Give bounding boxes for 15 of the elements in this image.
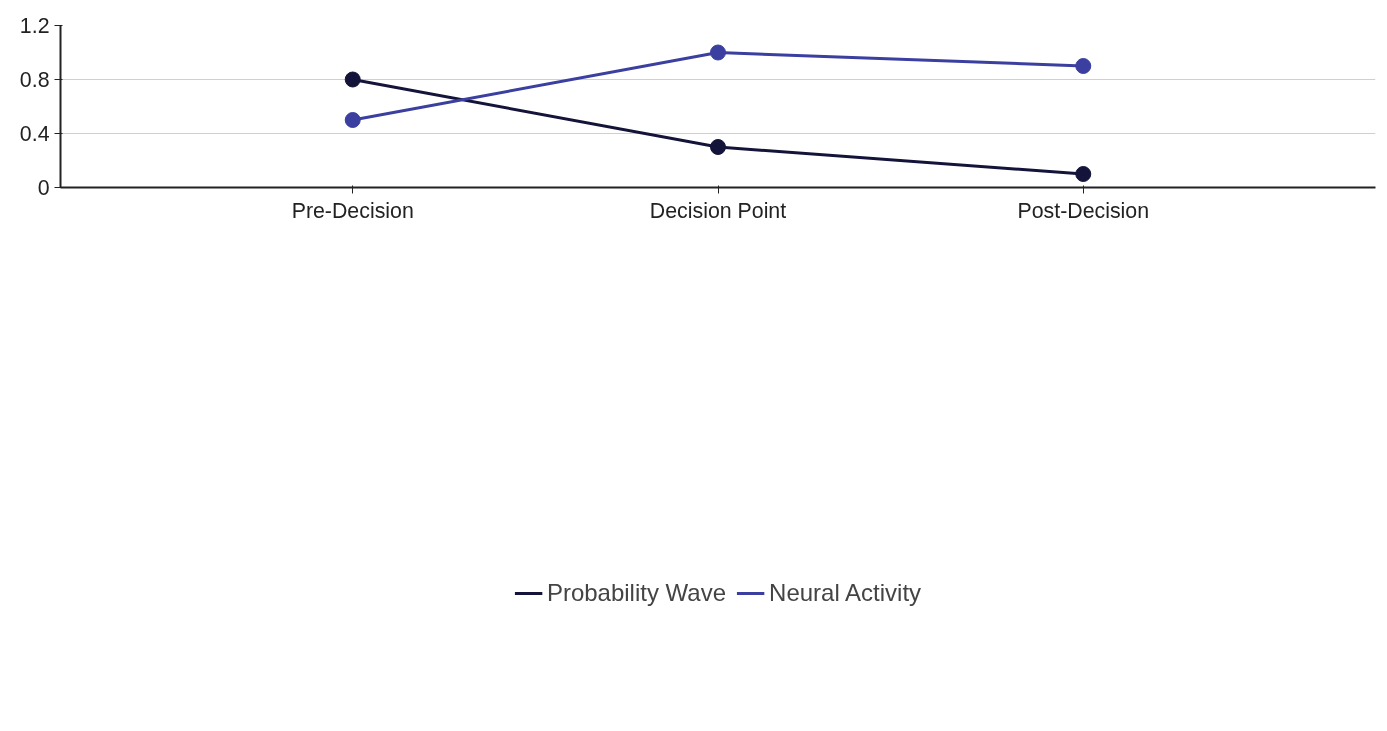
point	[344, 71, 361, 88]
point	[344, 112, 361, 128]
x-tick-label: Decision Point	[649, 198, 787, 223]
y-tick-label: 0.4	[19, 122, 50, 146]
x-tick-label: Pre-Decision	[291, 198, 414, 223]
y-tick-label: 0	[37, 176, 50, 200]
point	[710, 139, 726, 155]
point	[1075, 58, 1092, 74]
legend-label: Neural Activity	[769, 579, 922, 607]
point	[710, 44, 726, 61]
x-tick-label: Post-Decision	[1017, 198, 1150, 223]
y-tick-label: 0.8	[19, 68, 50, 92]
legend-label: Probability Wave	[546, 579, 727, 607]
point	[1075, 166, 1092, 182]
y-tick-label: 1.2	[19, 14, 50, 38]
